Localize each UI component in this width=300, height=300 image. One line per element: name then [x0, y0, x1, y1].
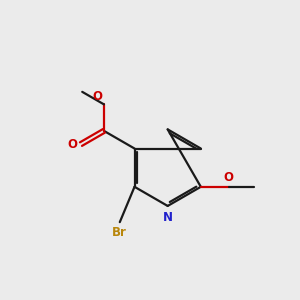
Text: N: N — [163, 211, 173, 224]
Text: O: O — [224, 171, 234, 184]
Text: O: O — [92, 90, 102, 103]
Text: O: O — [68, 138, 77, 151]
Text: Br: Br — [112, 226, 127, 239]
